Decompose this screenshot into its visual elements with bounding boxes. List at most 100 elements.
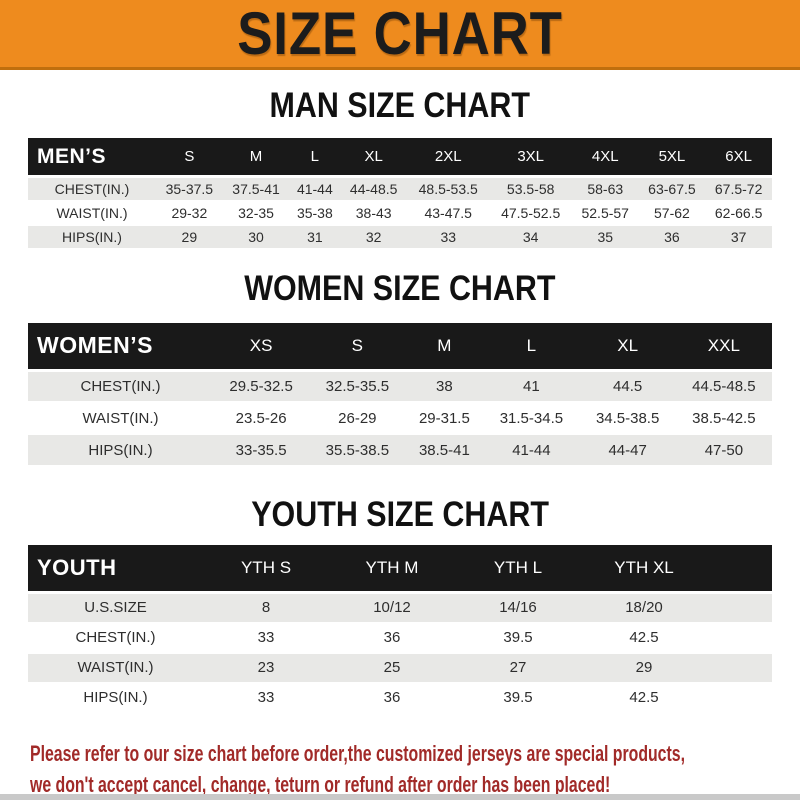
size-value-cell: 38 xyxy=(405,370,484,403)
size-value-cell: 57-62 xyxy=(638,200,706,226)
size-value-cell: 18/20 xyxy=(581,592,707,624)
size-value-cell: 47.5-52.5 xyxy=(489,200,572,226)
size-column-header: M xyxy=(405,322,484,372)
table-header-label: WOMEN’S xyxy=(28,322,213,372)
women-section-heading: WOMEN SIZE CHART xyxy=(0,268,800,308)
size-value-cell: 25 xyxy=(329,652,455,684)
youth-section-heading-text: YOUTH SIZE CHART xyxy=(251,495,549,534)
size-column-header: YTH M xyxy=(329,545,455,594)
table-row: WAIST(IN.) 23.5-26 26-29 29-31.5 31.5-34.5 34… xyxy=(28,402,772,435)
table-row: CHEST(IN.) 29.5-32.5 32.5-35.5 38 41 44.5 44.5… xyxy=(28,370,772,403)
row-label: HIPS(IN.) xyxy=(28,682,203,714)
men-size-table: MEN’S S M L XL 2XL 3XL 4XL 5XL 6XL CHEST(IN.) 35-37… xyxy=(28,138,772,250)
size-column-header: S xyxy=(156,138,223,178)
size-chart-banner: SIZE CHART xyxy=(0,0,800,70)
size-value-cell: 32-35 xyxy=(222,200,290,226)
size-value-cell: 44-48.5 xyxy=(340,176,408,202)
size-value-cell: 32 xyxy=(340,224,408,250)
size-value-cell: 34.5-38.5 xyxy=(579,402,676,435)
size-value-cell: 39.5 xyxy=(455,622,581,654)
row-label: HIPS(IN.) xyxy=(28,224,156,250)
size-column-header: 4XL xyxy=(571,138,639,178)
size-value-cell: 35 xyxy=(571,224,639,250)
size-value-cell: 14/16 xyxy=(455,592,581,624)
row-label: HIPS(IN.) xyxy=(28,434,213,467)
size-value-cell: 47-50 xyxy=(675,434,772,467)
row-label: CHEST(IN.) xyxy=(28,370,213,403)
size-value-cell: 30 xyxy=(222,224,290,250)
table-row: HIPS(IN.) 29 30 31 32 33 34 35 36 37 xyxy=(28,224,772,250)
size-value-cell: 29 xyxy=(581,652,707,684)
size-value-cell: 27 xyxy=(455,652,581,684)
note-line: Please refer to our size chart before or… xyxy=(30,738,800,769)
size-column-header: S xyxy=(309,322,406,372)
size-value-cell: 44-47 xyxy=(579,434,676,467)
size-column-header: XL xyxy=(340,138,408,178)
size-column-header: YTH L xyxy=(455,545,581,594)
size-value-cell: 36 xyxy=(329,622,455,654)
size-value-cell: 29 xyxy=(156,224,223,250)
size-value-cell: 34 xyxy=(489,224,572,250)
size-column-header: YTH XL xyxy=(581,545,707,594)
size-value-cell: 39.5 xyxy=(455,682,581,714)
note-line-1-text: Please refer to our size chart before or… xyxy=(30,740,685,766)
row-label: CHEST(IN.) xyxy=(28,622,203,654)
size-value-cell: 35.5-38.5 xyxy=(309,434,406,467)
size-value-cell: 29.5-32.5 xyxy=(213,370,310,403)
size-value-cell: 41-44 xyxy=(289,176,341,202)
row-label: CHEST(IN.) xyxy=(28,176,156,202)
man-section-heading: MAN SIZE CHART xyxy=(0,88,800,124)
man-size-chart-section: MAN SIZE CHART MEN’S S M L XL 2XL 3XL 4XL 5XL 6XL… xyxy=(0,88,800,250)
size-value-cell: 26-29 xyxy=(309,402,406,435)
table-row: CHEST(IN.) 35-37.5 37.5-41 41-44 44-48.5 48.5… xyxy=(28,176,772,202)
table-row: HIPS(IN.) 33 36 39.5 42.5 xyxy=(28,682,772,714)
table-header-label: MEN’S xyxy=(28,138,156,178)
size-value-cell: 42.5 xyxy=(581,682,707,714)
size-column-header: L xyxy=(289,138,341,178)
size-value-cell: 33 xyxy=(203,622,329,654)
size-column-header: XXL xyxy=(675,322,772,372)
table-header-label: YOUTH xyxy=(28,545,203,594)
size-column-header: XL xyxy=(579,322,676,372)
blank-cell xyxy=(707,622,772,654)
youth-size-table: YOUTH YTH S YTH M YTH L YTH XL U.S.SIZE 8 10/12… xyxy=(28,545,772,714)
women-size-table-grid: WOMEN’S XS S M L XL XXL CHEST(IN.) 29.5-32.5 32.5… xyxy=(28,322,772,467)
size-column-header: M xyxy=(222,138,290,178)
size-value-cell: 32.5-35.5 xyxy=(309,370,406,403)
size-value-cell: 44.5-48.5 xyxy=(675,370,772,403)
youth-size-table-grid: YOUTH YTH S YTH M YTH L YTH XL U.S.SIZE 8 10/12… xyxy=(28,545,772,714)
size-value-cell: 38.5-41 xyxy=(405,434,484,467)
note-line: we don't accept cancel, change, teturn o… xyxy=(30,769,800,800)
size-value-cell: 41 xyxy=(483,370,580,403)
size-value-cell: 42.5 xyxy=(581,622,707,654)
order-policy-note: Please refer to our size chart before or… xyxy=(30,738,800,800)
table-row: WAIST(IN.) 29-32 32-35 35-38 38-43 43-47.5 47.… xyxy=(28,200,772,226)
row-label: WAIST(IN.) xyxy=(28,402,213,435)
table-row: HIPS(IN.) 33-35.5 35.5-38.5 38.5-41 41-44 44-… xyxy=(28,434,772,467)
size-value-cell: 35-37.5 xyxy=(156,176,223,202)
table-row: U.S.SIZE 8 10/12 14/16 18/20 xyxy=(28,592,772,624)
size-value-cell: 38.5-42.5 xyxy=(675,402,772,435)
size-value-cell: 35-38 xyxy=(289,200,341,226)
size-value-cell: 58-63 xyxy=(571,176,639,202)
table-row: WAIST(IN.) 23 25 27 29 xyxy=(28,652,772,684)
youth-size-chart-section: YOUTH SIZE CHART YOUTH YTH S YTH M YTH L YTH… xyxy=(0,497,800,714)
size-value-cell: 48.5-53.5 xyxy=(407,176,490,202)
size-value-cell: 62-66.5 xyxy=(705,200,772,226)
size-value-cell: 41-44 xyxy=(483,434,580,467)
table-row: CHEST(IN.) 33 36 39.5 42.5 xyxy=(28,622,772,654)
size-column-header: 6XL xyxy=(705,138,772,178)
size-value-cell: 33 xyxy=(203,682,329,714)
bottom-edge-strip xyxy=(0,794,800,800)
size-value-cell: 38-43 xyxy=(340,200,408,226)
size-value-cell: 36 xyxy=(329,682,455,714)
banner-title: SIZE CHART xyxy=(237,0,563,67)
men-size-table-grid: MEN’S S M L XL 2XL 3XL 4XL 5XL 6XL CHEST(IN.) 35-37… xyxy=(28,138,772,250)
women-section-heading-text: WOMEN SIZE CHART xyxy=(244,268,556,308)
blank-cell xyxy=(707,652,772,684)
size-column-header: 3XL xyxy=(489,138,572,178)
note-line-2-text: we don't accept cancel, change, teturn o… xyxy=(30,771,611,797)
size-value-cell: 52.5-57 xyxy=(571,200,639,226)
size-value-cell: 31.5-34.5 xyxy=(483,402,580,435)
